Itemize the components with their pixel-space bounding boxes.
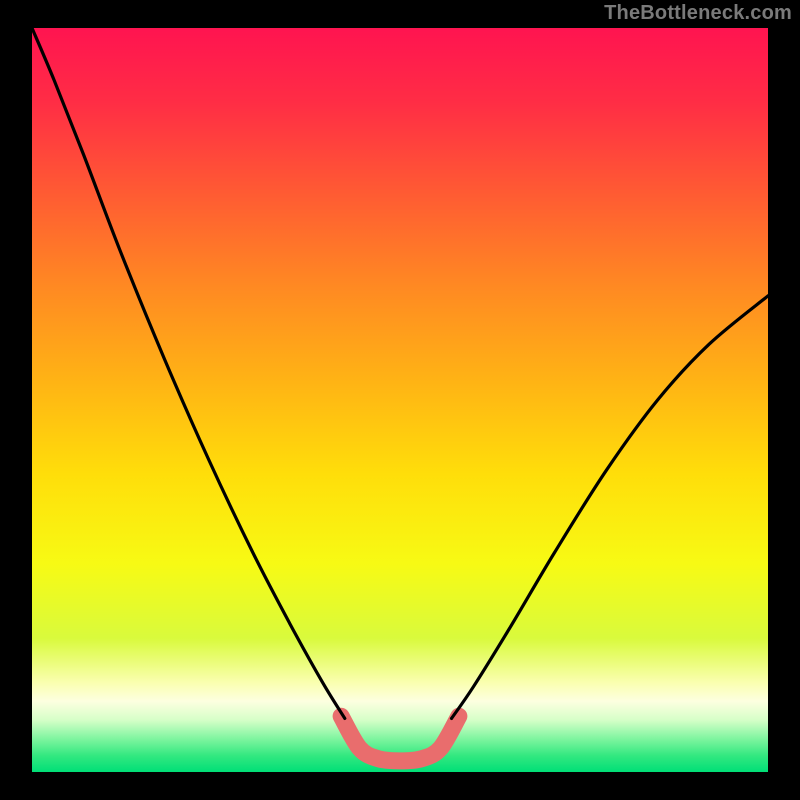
chart-svg: [0, 0, 800, 800]
watermark-text: TheBottleneck.com: [604, 2, 792, 25]
chart-wrapper: TheBottleneck.com: [0, 0, 800, 800]
